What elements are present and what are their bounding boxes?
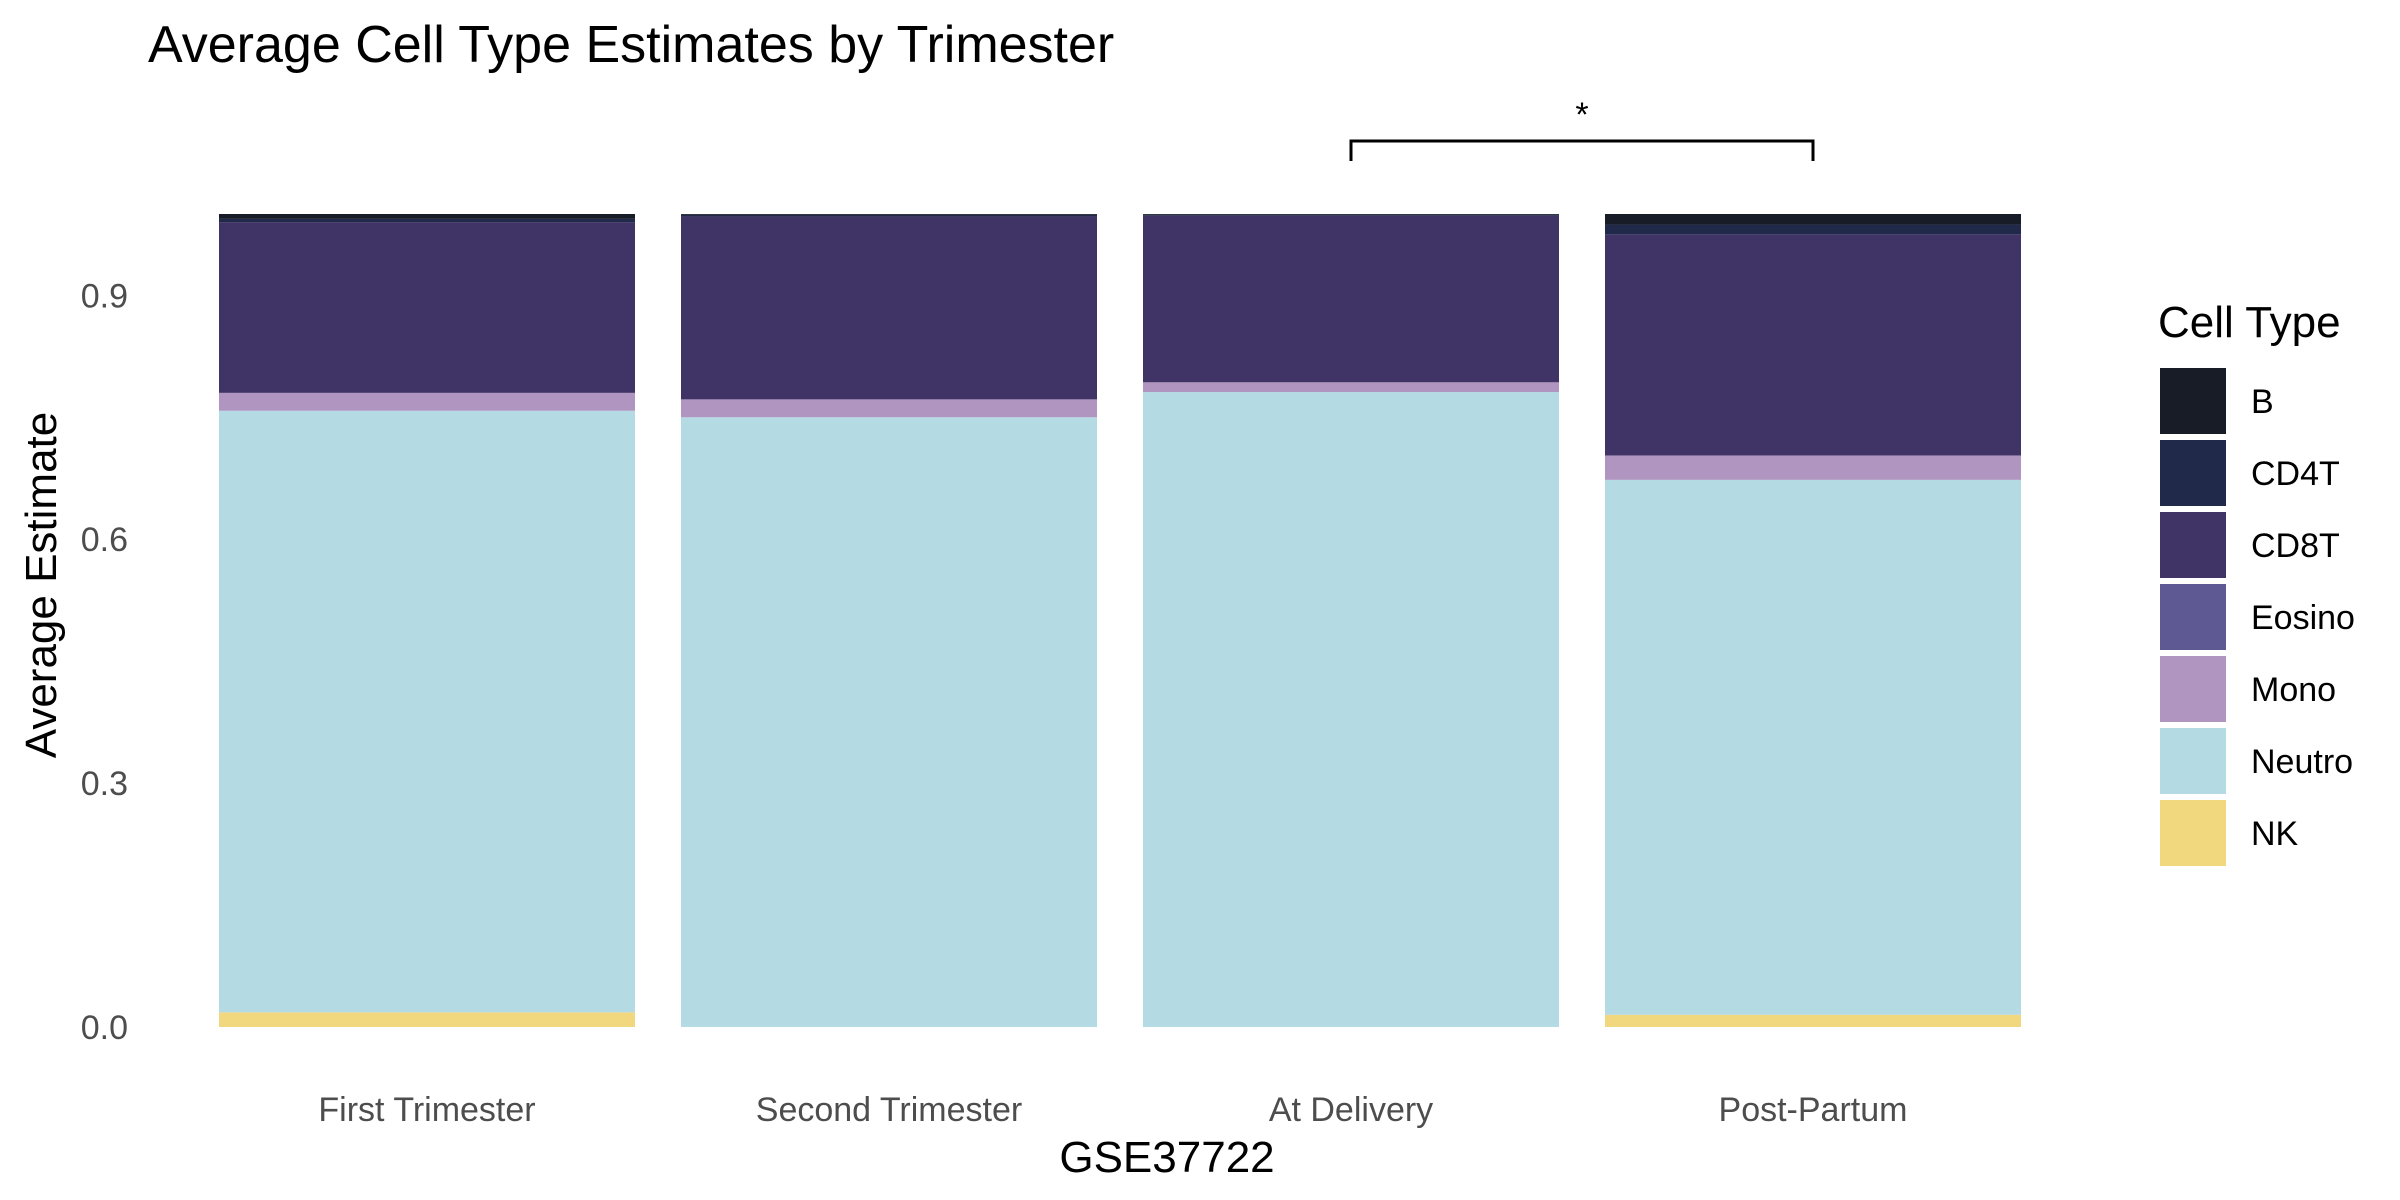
bar-segment-at-delivery-mono xyxy=(1143,382,1559,393)
x-axis-ticks: First Trimester Second Trimester At Delive… xyxy=(318,1091,1907,1129)
bar-segment-post-partum-cd8t xyxy=(1605,234,2021,456)
legend-swatch-neutro xyxy=(2160,728,2226,794)
bar-segment-first-trimester-nk xyxy=(219,1012,635,1027)
legend-label-b: B xyxy=(2251,383,2274,421)
y-tick-label-0-3: 0.3 xyxy=(81,765,128,803)
legend-swatch-cd8t xyxy=(2160,512,2226,578)
legend-swatch-mono xyxy=(2160,656,2226,722)
significance-annotations: * xyxy=(1349,96,1815,161)
legend-label-cd8t: CD8T xyxy=(2251,527,2340,565)
legend-swatch-b xyxy=(2160,368,2226,434)
legend-swatch-eosino xyxy=(2160,584,2226,650)
y-tick-label-0-9: 0.9 xyxy=(81,277,128,315)
bars-group xyxy=(219,214,2021,1027)
bar-segment-first-trimester-neutro xyxy=(219,410,635,1013)
y-axis-ticks: 0.0 0.3 0.6 0.9 xyxy=(81,277,128,1047)
bar-segment-second-trimester-cd8t xyxy=(681,216,1097,400)
y-axis-title: Average Estimate xyxy=(17,412,66,758)
bar-segment-post-partum-nk xyxy=(1605,1014,2021,1027)
legend-label-eosino: Eosino xyxy=(2251,599,2355,637)
bar-segment-at-delivery-neutro xyxy=(1143,392,1559,1027)
bar-segment-at-delivery-b xyxy=(1143,214,1559,215)
bar-segment-first-trimester-mono xyxy=(219,392,635,411)
chart-title: Average Cell Type Estimates by Trimester xyxy=(148,16,1114,74)
bar-segment-first-trimester-cd4t xyxy=(219,218,635,223)
x-tick-label-second-trimester: Second Trimester xyxy=(756,1091,1022,1129)
significance-bracket xyxy=(1349,139,1815,161)
legend-title: Cell Type xyxy=(2158,298,2341,347)
bar-segment-at-delivery-cd4t xyxy=(1143,214,1559,216)
bar-segment-second-trimester-neutro xyxy=(681,417,1097,1027)
bar-segment-second-trimester-mono xyxy=(681,399,1097,418)
bar-segment-first-trimester-cd8t xyxy=(219,222,635,393)
bar-segment-post-partum-b xyxy=(1605,214,2021,225)
legend-label-nk: NK xyxy=(2251,815,2299,853)
bar-segment-second-trimester-cd4t xyxy=(681,214,1097,217)
legend-swatch-nk xyxy=(2160,800,2226,866)
x-axis-title: GSE37722 xyxy=(1059,1133,1274,1182)
bar-segment-post-partum-cd4t xyxy=(1605,224,2021,235)
legend-label-cd4t: CD4T xyxy=(2251,455,2340,493)
bar-segment-at-delivery-cd8t xyxy=(1143,215,1559,383)
y-tick-label-0-0: 0.0 xyxy=(81,1009,128,1047)
y-tick-label-0-6: 0.6 xyxy=(81,521,128,559)
bar-segment-post-partum-neutro xyxy=(1605,479,2021,1015)
bar-segment-first-trimester-b xyxy=(219,214,635,219)
bar-segment-post-partum-mono xyxy=(1605,455,2021,480)
x-tick-label-first-trimester: First Trimester xyxy=(318,1091,535,1129)
bar-segment-second-trimester-b xyxy=(681,214,1097,215)
legend-label-neutro: Neutro xyxy=(2251,743,2353,781)
legend-swatch-cd4t xyxy=(2160,440,2226,506)
x-tick-label-post-partum: Post-Partum xyxy=(1719,1091,1908,1129)
x-tick-label-at-delivery: At Delivery xyxy=(1269,1091,1433,1129)
significance-label: * xyxy=(1575,96,1588,134)
legend: Cell Type B CD4T CD8T Eosino Mono Neutro NK xyxy=(2158,298,2355,866)
legend-label-mono: Mono xyxy=(2251,671,2336,709)
